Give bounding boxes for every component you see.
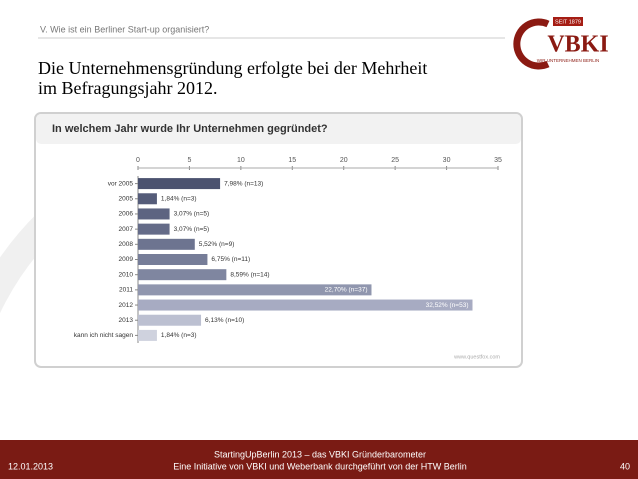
chart-title: In welchem Jahr wurde Ihr Unternehmen ge… [52,123,328,135]
value-label: 7,98% (n=13) [224,180,263,187]
y-tick-label: 2010 [119,271,134,278]
y-tick-label: 2007 [119,226,134,233]
bar [138,238,195,250]
x-tick-label: 20 [340,157,348,164]
y-tick-label: 2005 [119,195,134,202]
source: www.questfox.com [453,354,500,360]
y-tick-label: vor 2005 [108,180,134,187]
value-label: 1,84% (n=3) [161,195,197,202]
logo-arc [513,18,550,70]
bar [138,299,473,311]
bar [138,269,227,281]
chart-panel [34,112,523,368]
logo-since-box [553,17,583,26]
value-label: 8,59% (n=14) [230,271,269,278]
value-label: 22,70% (n=37) [325,287,368,294]
logo: VBKI [547,32,608,58]
chart-header [36,114,521,144]
y-tick-label: 2008 [119,241,134,248]
y-tick-label: 2011 [119,287,133,294]
footer-date: 12.01.2013 [8,461,53,471]
y-tick-label: 2012 [119,302,134,309]
y-tick-label: 2013 [119,317,134,324]
bar [138,223,170,235]
headline: im Befragungsjahr 2012. [38,78,217,98]
footer-line: Eine Initiative von VBKI und Weberbank d… [173,461,466,471]
x-tick-label: 35 [494,157,502,164]
value-label: 6,75% (n=11) [211,256,250,263]
logo-slogan: WIR UNTERNEHMEN BERLIN [537,58,600,63]
bar [138,329,157,341]
y-tick-label: kann ich nicht sagen [74,332,134,339]
value-label: 5,52% (n=9) [199,241,235,248]
x-tick-label: 15 [288,157,296,164]
x-tick-label: 10 [237,157,245,164]
value-label: 6,13% (n=10) [205,317,244,324]
footer-bar [0,440,638,479]
bar [138,314,202,326]
x-tick-label: 30 [443,157,451,164]
value-label: 32,52% (n=53) [426,302,469,309]
bar [138,193,157,205]
bar [138,208,170,220]
x-tick-label: 25 [391,157,399,164]
section-title: V. Wie ist ein Berliner Start-up organis… [40,24,209,34]
bar [138,178,221,190]
y-tick-label: 2009 [119,256,134,263]
bar [138,254,208,265]
value-label: 3,07% (n=5) [174,211,210,218]
bar [138,284,372,296]
value-label: 3,07% (n=5) [174,226,210,233]
footer-line: StartingUpBerlin 2013 – das VBKI Gründer… [214,449,426,459]
value-label: 1,84% (n=3) [161,332,197,339]
headline: Die Unternehmensgründung erfolgte bei de… [38,58,427,78]
x-tick-label: 0 [136,157,140,164]
logo-since: SEIT 1879 [555,19,581,25]
y-tick-label: 2006 [119,211,134,218]
footer-page: 40 [620,461,630,471]
x-tick-label: 5 [187,157,191,164]
